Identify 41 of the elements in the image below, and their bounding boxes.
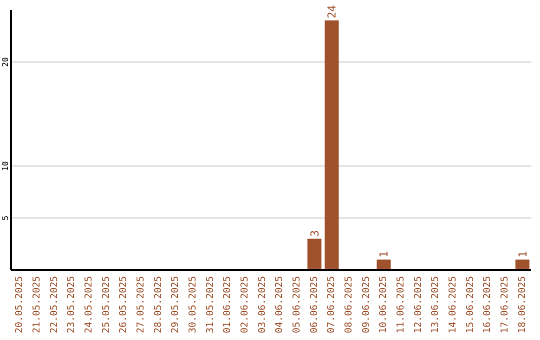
x-tick-label: 21.05.2025 [32,276,42,334]
bar [515,260,530,270]
x-tick-label: 25.05.2025 [100,276,112,334]
x-tick-label: 24.05.2025 [84,276,94,334]
x-tick-label: 29.05.2025 [170,276,182,334]
x-tick-label: 04.06.2025 [274,276,286,334]
x-tick-label: 28.05.2025 [152,276,164,334]
data-label: 1 [516,250,530,258]
x-tick-label: 14.06.2025 [448,276,458,334]
x-tick-label: 23.05.2025 [66,276,78,334]
y-tick-label: 20 [1,57,10,67]
bar [324,20,339,270]
x-tick-label: 09.06.2025 [360,276,372,334]
x-tick-label: 03.06.2025 [256,276,268,334]
x-tick-label: 26.05.2025 [118,276,130,334]
y-tick-label: 5 [1,215,10,220]
bar [307,238,322,270]
x-tick-label: 05.06.2025 [292,276,302,334]
x-tick-label: 11.06.2025 [396,276,406,334]
x-tick-label: 31.05.2025 [204,276,216,334]
bar [376,260,391,270]
x-tick-label: 27.05.2025 [136,276,146,334]
x-tick-label: 02.06.2025 [240,276,250,334]
x-tick-label: 15.06.2025 [464,276,476,334]
x-tick-label: 12.06.2025 [412,276,424,334]
x-tick-label: 07.06.2025 [326,276,338,334]
x-tick-label: 13.06.2025 [430,276,442,334]
x-tick-label: 22.05.2025 [48,276,60,334]
x-tick-label: 01.06.2025 [222,276,234,334]
x-tick-label: 17.06.2025 [500,276,510,334]
x-tick-label: 08.06.2025 [344,276,354,334]
data-label: 24 [326,4,339,18]
x-tick-label: 18.06.2025 [516,276,528,334]
x-tick-label: 10.06.2025 [378,276,390,334]
x-tick-label: 16.06.2025 [482,276,494,334]
x-tick-label: 30.05.2025 [188,276,198,334]
y-tick-label: 10 [1,161,10,171]
x-tick-label: 20.05.2025 [14,276,26,334]
data-label: 1 [378,250,391,258]
data-label: 3 [308,230,322,237]
x-tick-label: 06.06.2025 [308,276,320,334]
